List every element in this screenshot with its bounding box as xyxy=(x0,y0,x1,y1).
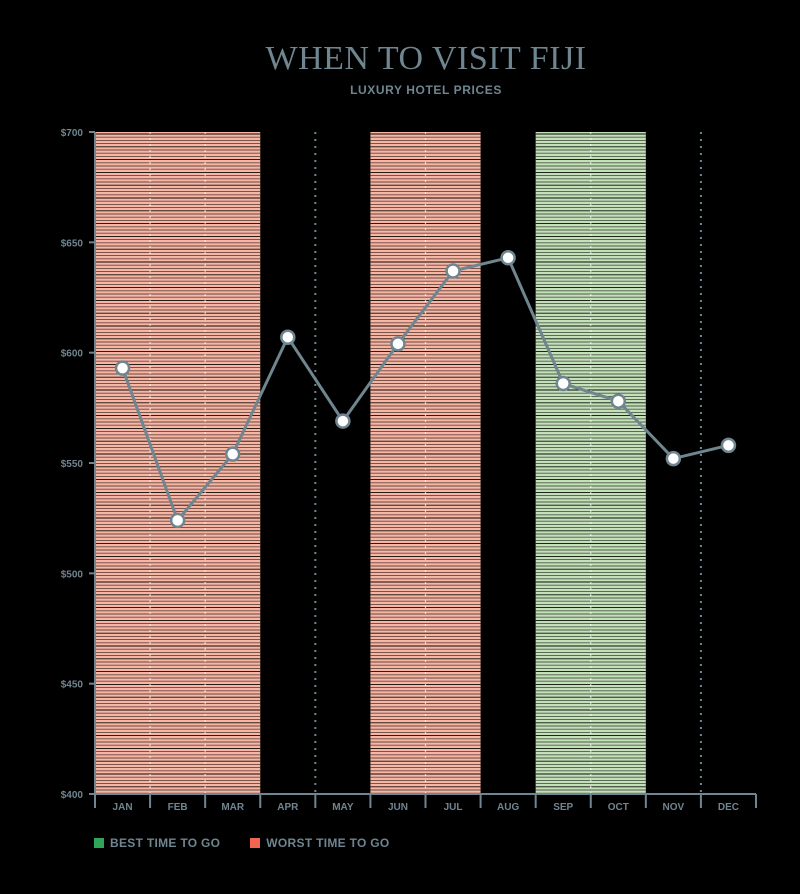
data-point-feb xyxy=(169,512,186,529)
data-point-apr xyxy=(280,329,296,345)
chart-subtitle: LUXURY HOTEL PRICES xyxy=(350,83,502,97)
data-point-sep xyxy=(555,375,571,392)
legend-label-best: BEST TIME TO GO xyxy=(110,836,221,850)
x-tick-label-apr: APR xyxy=(277,802,299,813)
y-tick-label: $650 xyxy=(61,238,84,249)
x-tick-label-aug: AUG xyxy=(497,802,519,813)
x-tick-label-oct: OCT xyxy=(608,802,629,813)
x-tick-label-mar: MAR xyxy=(221,802,245,813)
data-point-may xyxy=(335,413,351,429)
y-tick-label: $550 xyxy=(61,459,84,470)
data-point-jan xyxy=(114,360,131,376)
data-point-oct xyxy=(610,393,627,409)
y-tick-label: $500 xyxy=(61,569,84,580)
data-point-aug xyxy=(500,250,516,266)
legend-swatch-best xyxy=(94,838,104,848)
band-worst-0 xyxy=(95,132,261,794)
data-point-nov xyxy=(665,450,682,467)
x-tick-label-jan: JAN xyxy=(113,802,133,813)
series-line xyxy=(121,256,729,522)
data-point-jun xyxy=(390,336,406,352)
x-tick-label-sep: SEP xyxy=(553,802,573,813)
y-tick-label: $700 xyxy=(61,128,84,139)
legend-item-worst: WORST TIME TO GO xyxy=(250,836,389,850)
legend: BEST TIME TO GO WORST TIME TO GO xyxy=(94,836,390,850)
data-point-mar xyxy=(224,446,241,462)
y-tick-label: $400 xyxy=(61,790,84,801)
y-tick-label: $600 xyxy=(61,349,84,360)
data-point-jul xyxy=(445,263,461,279)
y-tick-label: $450 xyxy=(61,680,84,691)
legend-swatch-worst xyxy=(250,838,261,848)
x-tick-label-jul: JUL xyxy=(444,802,463,813)
legend-item-best: BEST TIME TO GO xyxy=(94,836,220,850)
x-tick-label-jun: JUN xyxy=(388,802,408,813)
data-point-dec xyxy=(720,437,737,454)
chart-title: WHEN TO VISIT FIJI xyxy=(265,40,587,77)
x-tick-label-nov: NOV xyxy=(663,802,685,813)
legend-label-worst: WORST TIME TO GO xyxy=(266,836,390,850)
x-tick-label-dec: DEC xyxy=(718,802,739,813)
x-tick-label-may: MAY xyxy=(332,802,354,813)
x-tick-label-feb: FEB xyxy=(168,802,188,813)
